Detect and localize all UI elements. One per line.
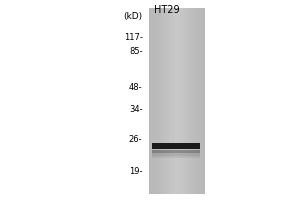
- Text: 34-: 34-: [129, 104, 142, 114]
- Bar: [177, 8, 178, 194]
- Text: 85-: 85-: [129, 46, 142, 55]
- Bar: [192, 8, 194, 194]
- Bar: [150, 8, 204, 194]
- Bar: [165, 8, 166, 194]
- Bar: [156, 8, 158, 194]
- Bar: [196, 8, 198, 194]
- Bar: [178, 8, 180, 194]
- Bar: [181, 8, 182, 194]
- Bar: [176, 8, 177, 194]
- Bar: [166, 8, 167, 194]
- Bar: [149, 8, 151, 194]
- Bar: [158, 8, 159, 194]
- Bar: [152, 156, 200, 158]
- Bar: [152, 143, 200, 144]
- Bar: [190, 8, 191, 194]
- Bar: [152, 153, 200, 156]
- Bar: [159, 8, 160, 194]
- Bar: [195, 8, 196, 194]
- Bar: [191, 8, 192, 194]
- Bar: [163, 8, 164, 194]
- Bar: [185, 8, 187, 194]
- Bar: [202, 8, 203, 194]
- Bar: [172, 8, 173, 194]
- Bar: [160, 8, 162, 194]
- Bar: [174, 8, 175, 194]
- Bar: [155, 8, 156, 194]
- Bar: [170, 8, 171, 194]
- Bar: [162, 8, 163, 194]
- Text: (kD): (kD): [123, 12, 142, 21]
- Bar: [151, 8, 152, 194]
- Bar: [180, 8, 181, 194]
- Bar: [198, 8, 199, 194]
- Bar: [199, 8, 200, 194]
- Bar: [154, 8, 155, 194]
- Bar: [167, 8, 169, 194]
- Bar: [152, 150, 200, 153]
- Bar: [187, 8, 188, 194]
- Bar: [173, 8, 174, 194]
- Text: 26-: 26-: [129, 136, 142, 144]
- Bar: [201, 8, 202, 194]
- Text: 48-: 48-: [129, 83, 142, 92]
- Bar: [169, 8, 170, 194]
- Bar: [188, 8, 189, 194]
- Text: HT29: HT29: [154, 5, 179, 15]
- Bar: [183, 8, 184, 194]
- Bar: [152, 143, 200, 149]
- Bar: [184, 8, 185, 194]
- Bar: [203, 8, 205, 194]
- Text: 19-: 19-: [129, 168, 142, 176]
- Bar: [194, 8, 195, 194]
- Bar: [152, 144, 200, 146]
- Text: 117-: 117-: [124, 32, 142, 42]
- Bar: [152, 8, 153, 194]
